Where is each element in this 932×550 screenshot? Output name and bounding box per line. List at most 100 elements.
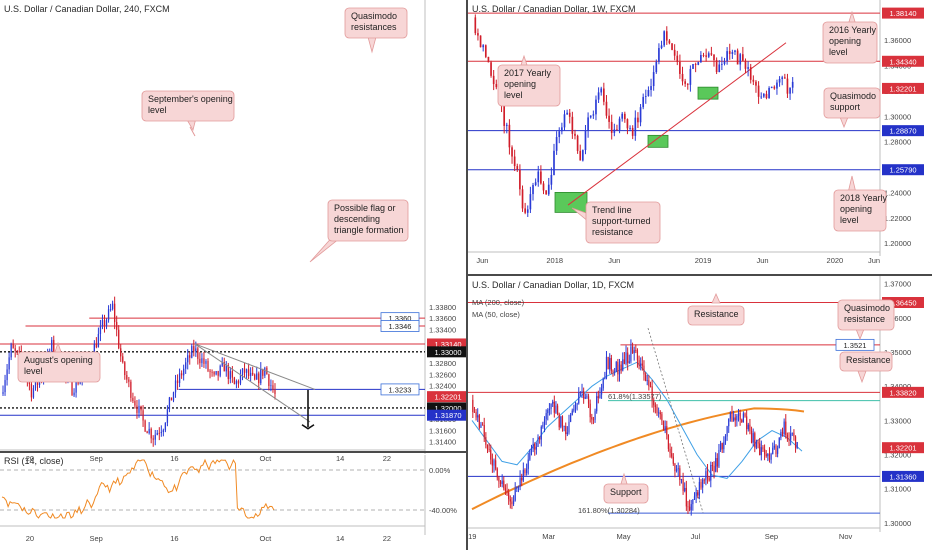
candle-body [506, 490, 508, 493]
candle-body [477, 415, 479, 418]
candle-body [755, 442, 758, 448]
price-label: 1.25790 [889, 166, 916, 175]
callout-text: Resistance [846, 355, 891, 365]
rsi-line [1, 458, 275, 519]
candle-body [118, 329, 120, 349]
candle-body [610, 358, 612, 371]
candle-body [6, 369, 8, 381]
candle-body [148, 428, 150, 434]
candle-body [203, 358, 205, 364]
candle-body [713, 465, 715, 472]
y-tick-label: 1.33400 [429, 325, 456, 334]
h4-chart-panel[interactable]: 1.314001.316001.318001.320001.322001.324… [0, 0, 466, 550]
vertical-divider[interactable] [466, 0, 468, 550]
candle-body [634, 117, 637, 136]
x-tick-label: 16 [170, 534, 178, 543]
candle-body [671, 453, 673, 457]
candle-body [589, 403, 591, 418]
candle-body [733, 417, 735, 421]
candle-body [270, 385, 272, 387]
candle-body [573, 408, 575, 411]
price-label-bg [882, 297, 924, 308]
candle-body [783, 77, 786, 79]
rsi-tick-label: -40.00% [429, 506, 457, 515]
y-tick-label: 1.35000 [884, 348, 911, 357]
candle-body [648, 380, 650, 387]
callout-text: level [504, 90, 523, 100]
candle-body [773, 445, 775, 448]
candle-body [765, 454, 767, 457]
candle-body [658, 48, 660, 62]
candle-body [170, 397, 173, 401]
candle-body [652, 72, 655, 87]
horizontal-divider[interactable] [468, 274, 932, 276]
candle-body [697, 62, 700, 65]
candle-body [73, 392, 75, 396]
callout-text: resistance [592, 227, 633, 237]
candle-body [193, 346, 195, 352]
callout-box [823, 87, 881, 119]
weekly-chart-panel[interactable]: 1.200001.220001.240001.260001.280001.300… [468, 0, 932, 274]
candle-body [132, 397, 134, 401]
candle-body [663, 31, 666, 46]
candle-body [605, 356, 608, 379]
candle-body [739, 54, 742, 65]
candle-body [592, 419, 595, 421]
candle-body [796, 442, 798, 448]
candle-body [586, 396, 588, 398]
candle-body [535, 446, 537, 450]
price-label-bg [882, 386, 924, 398]
candle-body [524, 208, 526, 213]
candle-body [4, 380, 6, 393]
candle-body [781, 77, 784, 80]
candle-body [723, 61, 726, 64]
candle-body [790, 433, 792, 440]
plot-area [468, 12, 880, 217]
candle-body [757, 85, 760, 97]
daily-chart-svg[interactable]: 1.30000 1.31000 1.32000 1.33000 1.34000 1.350… [468, 276, 932, 550]
h4-chart-svg[interactable]: 1.314001.316001.318001.320001.322001.324… [0, 0, 466, 550]
price-label-bg [882, 55, 924, 67]
candle-body [243, 368, 246, 373]
x-tick-label: Jun [868, 256, 880, 265]
y-tick-label: 1.24000 [884, 188, 911, 197]
candle-body [695, 492, 697, 497]
candle-body [707, 53, 710, 57]
callout-box [497, 64, 561, 107]
callout-text: Quasimodo [830, 91, 876, 101]
candle-body [576, 403, 578, 405]
candle-body [600, 388, 603, 395]
x-tick-label: Oct [260, 454, 273, 463]
candle-body [762, 93, 765, 97]
candle-body [16, 350, 18, 352]
candle-body [10, 344, 12, 358]
candle-body [639, 107, 642, 123]
x-tick-label: 14 [336, 534, 344, 543]
candle-body [568, 112, 571, 117]
candle-body [187, 355, 189, 363]
candle-body [174, 380, 177, 393]
candle-body [731, 52, 734, 54]
candle-body [642, 96, 645, 108]
weekly-chart-svg[interactable]: 1.200001.220001.240001.260001.280001.300… [468, 0, 932, 274]
daily-chart-panel[interactable]: 1.30000 1.31000 1.32000 1.33000 1.34000 1.350… [468, 276, 932, 550]
candle-body [168, 397, 171, 410]
candle-body [478, 415, 480, 428]
candle-body [656, 406, 658, 413]
rsi-title: RSI (14, close) [4, 456, 64, 466]
candle-body [698, 482, 700, 496]
candle-body [116, 321, 118, 330]
candle-body [570, 414, 572, 422]
candle-body [247, 369, 250, 376]
candle-body [768, 87, 770, 99]
candle-body [529, 194, 532, 210]
candle-body [483, 425, 485, 437]
y-tick-label: 1.32800 [429, 359, 456, 368]
candle-body [205, 361, 207, 364]
candle-body [543, 419, 546, 426]
x-tick-label: 16 [170, 454, 178, 463]
price-label: 1.3233 [389, 385, 412, 394]
candle-body [662, 420, 665, 431]
candle-body [726, 51, 728, 62]
